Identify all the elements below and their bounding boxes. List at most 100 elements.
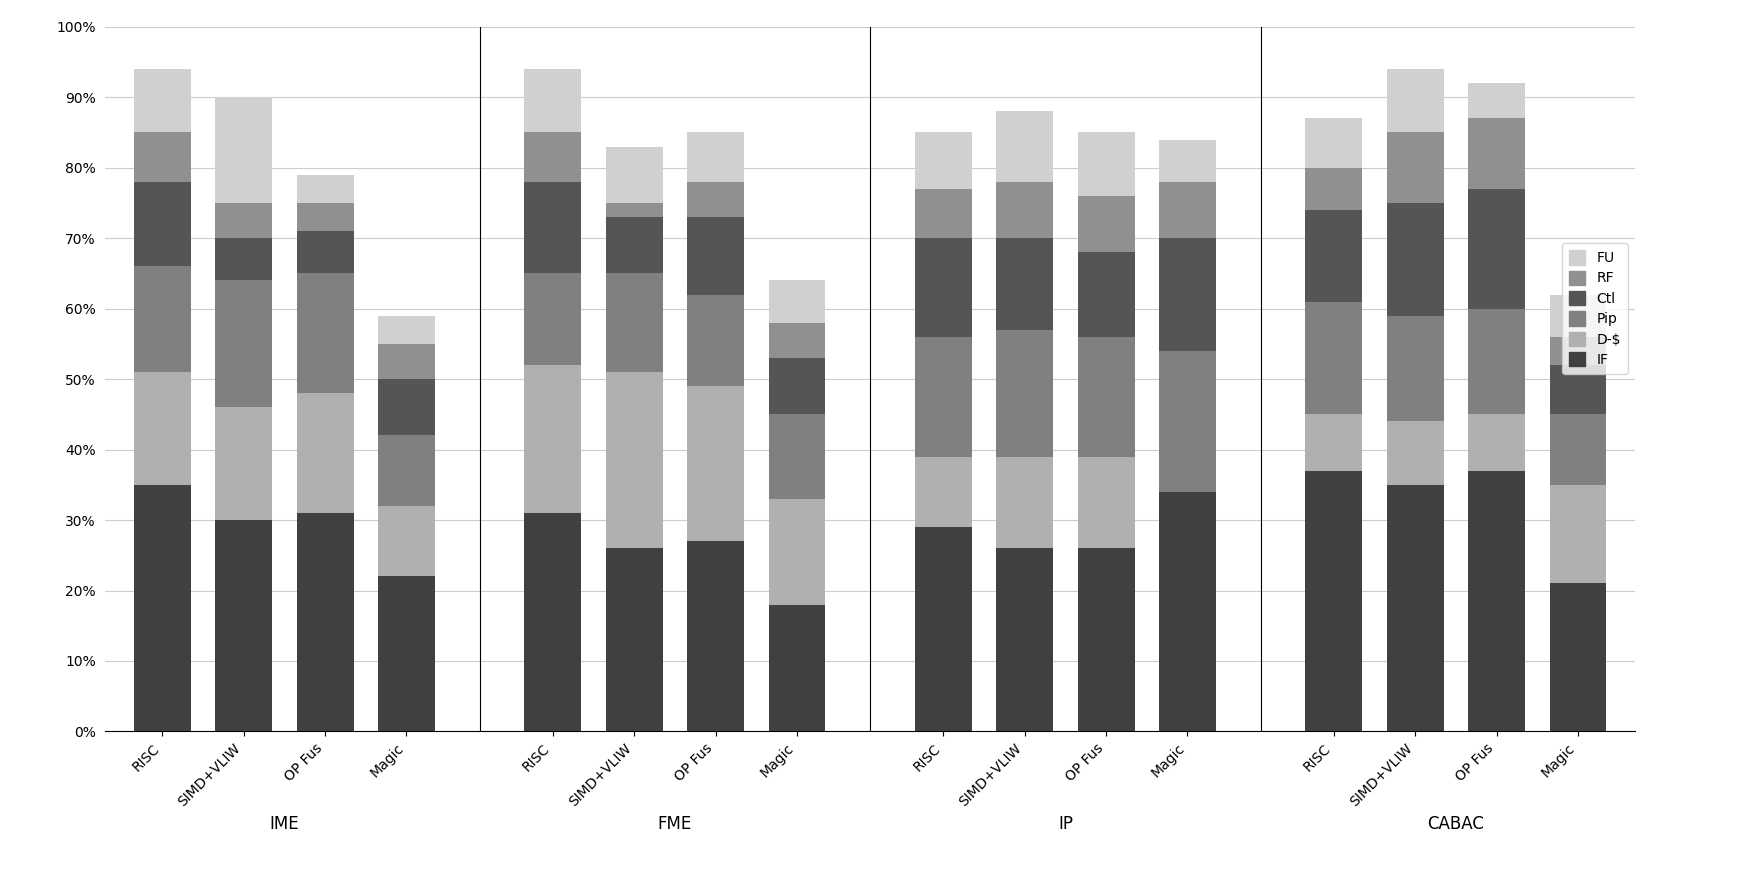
Bar (606, 217, 662, 273)
Text: IP: IP (1058, 814, 1072, 833)
Bar (1467, 471, 1525, 731)
Bar (768, 414, 826, 499)
Bar (1077, 196, 1133, 252)
Bar (1077, 132, 1133, 196)
Bar (1077, 549, 1133, 731)
Text: IME: IME (269, 814, 299, 833)
Bar (914, 527, 972, 731)
Bar (214, 97, 272, 202)
Bar (1548, 583, 1606, 731)
Bar (378, 379, 434, 435)
Bar (768, 323, 826, 358)
Bar (1305, 119, 1362, 168)
Bar (214, 520, 272, 731)
Bar (914, 132, 972, 189)
Bar (524, 69, 582, 132)
Legend: FU, RF, Ctl, Pip, D-$, IF: FU, RF, Ctl, Pip, D-$, IF (1560, 244, 1627, 374)
Bar (297, 273, 353, 393)
Bar (297, 202, 353, 231)
Bar (378, 576, 434, 731)
Bar (524, 273, 582, 365)
Bar (606, 146, 662, 202)
Bar (1386, 421, 1442, 485)
Bar (1386, 69, 1442, 132)
Bar (1548, 485, 1606, 583)
Bar (1158, 139, 1216, 182)
Bar (687, 132, 743, 182)
Bar (134, 485, 192, 731)
Bar (996, 330, 1052, 457)
Bar (1305, 210, 1362, 301)
Bar (687, 294, 743, 386)
Bar (1158, 491, 1216, 731)
Bar (134, 132, 192, 182)
Bar (606, 372, 662, 549)
Text: FME: FME (657, 814, 692, 833)
Bar (524, 365, 582, 513)
Bar (214, 238, 272, 280)
Bar (1548, 414, 1606, 485)
Bar (378, 343, 434, 379)
Bar (134, 182, 192, 267)
Bar (996, 238, 1052, 330)
Bar (1305, 414, 1362, 471)
Bar (134, 69, 192, 132)
Bar (297, 175, 353, 202)
Bar (1467, 83, 1525, 119)
Text: CABAC: CABAC (1427, 814, 1483, 833)
Bar (378, 316, 434, 343)
Bar (768, 605, 826, 731)
Bar (996, 112, 1052, 182)
Bar (524, 182, 582, 273)
Bar (996, 457, 1052, 549)
Bar (1386, 316, 1442, 421)
Bar (687, 182, 743, 217)
Bar (1077, 337, 1133, 457)
Bar (1467, 119, 1525, 189)
Bar (606, 549, 662, 731)
Bar (1386, 202, 1442, 316)
Bar (687, 386, 743, 541)
Bar (1158, 182, 1216, 238)
Bar (134, 372, 192, 485)
Bar (996, 549, 1052, 731)
Bar (768, 280, 826, 323)
Bar (1305, 301, 1362, 414)
Bar (1386, 485, 1442, 731)
Bar (996, 182, 1052, 238)
Bar (297, 231, 353, 273)
Bar (687, 217, 743, 294)
Bar (1158, 351, 1216, 491)
Bar (297, 393, 353, 513)
Bar (1305, 471, 1362, 731)
Bar (214, 408, 272, 520)
Bar (687, 541, 743, 731)
Bar (1386, 132, 1442, 202)
Bar (606, 273, 662, 372)
Bar (914, 238, 972, 337)
Bar (914, 457, 972, 527)
Bar (768, 358, 826, 414)
Bar (1467, 189, 1525, 309)
Bar (914, 337, 972, 457)
Bar (214, 280, 272, 408)
Bar (378, 506, 434, 576)
Bar (914, 189, 972, 238)
Bar (1077, 457, 1133, 549)
Bar (1548, 365, 1606, 414)
Bar (1548, 337, 1606, 365)
Bar (1305, 168, 1362, 210)
Bar (378, 435, 434, 506)
Bar (606, 202, 662, 217)
Bar (1467, 414, 1525, 471)
Bar (214, 202, 272, 238)
Bar (134, 267, 192, 372)
Bar (524, 513, 582, 731)
Bar (1548, 294, 1606, 337)
Bar (1158, 238, 1216, 351)
Bar (1077, 252, 1133, 337)
Bar (768, 499, 826, 605)
Bar (524, 132, 582, 182)
Bar (297, 513, 353, 731)
Bar (1467, 309, 1525, 414)
